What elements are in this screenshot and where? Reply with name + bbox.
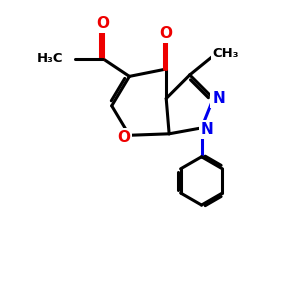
Text: O: O xyxy=(118,130,130,145)
Text: H₃C: H₃C xyxy=(37,52,64,65)
Text: N: N xyxy=(200,122,213,137)
Text: CH₃: CH₃ xyxy=(212,47,239,60)
Text: O: O xyxy=(160,26,173,41)
Text: O: O xyxy=(96,16,110,31)
Text: N: N xyxy=(212,91,225,106)
